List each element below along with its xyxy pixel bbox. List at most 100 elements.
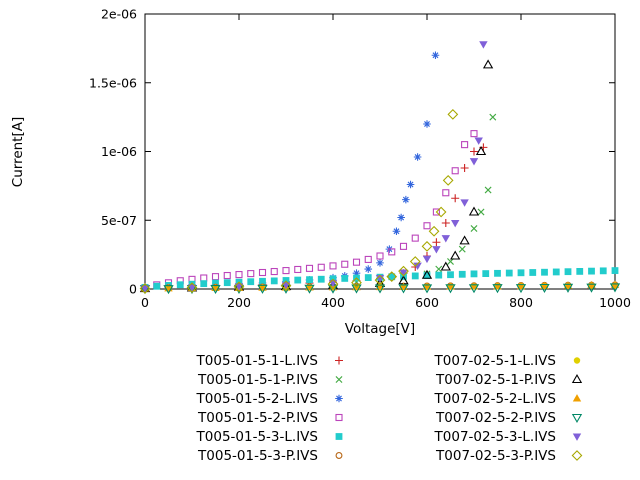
marker-triangle-down-filled <box>399 269 408 277</box>
legend-label: T005-01-5-3-P.IVS <box>197 448 318 464</box>
y-axis-label: Current[A] <box>10 117 26 187</box>
y-tick-label: 1.5e-06 <box>89 75 137 90</box>
x-tick-label: 800 <box>509 295 533 310</box>
marker-square-filled <box>599 267 607 275</box>
marker-square-filled <box>458 270 466 278</box>
legend-label: T005-01-5-3-L.IVS <box>196 429 318 445</box>
marker-square-filled <box>335 433 343 440</box>
marker-square-open <box>335 413 343 422</box>
marker-square-filled <box>411 272 419 280</box>
marker-triangle-up-open <box>571 373 583 384</box>
x-tick-label: 600 <box>415 295 439 310</box>
marker-triangle-down-filled <box>451 220 460 228</box>
series-T005-01-5-2-P.IVS <box>141 130 478 292</box>
legend-item: T005-01-5-3-P.IVS <box>197 448 343 464</box>
marker-triangle-down-open <box>421 284 433 294</box>
marker-asterisk <box>397 213 405 222</box>
legend-label: T005-01-5-1-P.IVS <box>197 372 318 388</box>
marker-triangle-down-filled <box>572 433 582 441</box>
x-tick-label: 200 <box>227 295 251 310</box>
marker-square-filled <box>517 269 525 277</box>
marker-cross <box>484 186 492 194</box>
marker-triangle-down-open <box>351 284 362 294</box>
marker-asterisk <box>406 180 415 189</box>
marker-triangle-down-filled <box>422 255 432 264</box>
legend-item: T005-01-5-1-L.IVS <box>196 353 343 369</box>
marker-triangle-down-filled <box>479 41 488 49</box>
marker-triangle-down-open <box>492 284 503 294</box>
marker-triangle-down-filled <box>140 285 150 293</box>
marker-diamond-open <box>386 271 398 283</box>
marker-plus <box>460 164 469 172</box>
series-T007-02-5-3-P.IVS <box>139 108 459 294</box>
marker-triangle-down-filled <box>474 137 483 145</box>
marker-triangle-down-filled <box>187 284 197 292</box>
series-T007-02-5-3-L.IVS <box>140 41 488 293</box>
marker-square-open <box>423 222 431 230</box>
marker-square-open <box>442 189 450 197</box>
marker-square-open <box>399 242 408 250</box>
marker-square-filled <box>482 270 490 277</box>
marker-square-open <box>235 271 243 279</box>
marker-triangle-down-open <box>609 283 621 293</box>
marker-square-filled <box>552 268 560 276</box>
marker-triangle-down-filled <box>432 246 441 254</box>
marker-asterisk <box>352 269 361 277</box>
marker-diamond-open <box>351 277 362 289</box>
marker-square-filled <box>470 270 478 278</box>
series-T007-02-5-1-P.IVS <box>139 59 494 293</box>
marker-square-filled <box>341 275 349 282</box>
marker-circle-open <box>335 452 343 459</box>
marker-triangle-up-open <box>421 269 433 279</box>
legend-item: T007-02-5-3-P.IVS <box>435 448 583 464</box>
marker-triangle-down-open <box>539 283 550 294</box>
marker-square-filled <box>435 271 443 279</box>
marker-triangle-up-open <box>440 261 451 271</box>
marker-asterisk <box>402 195 410 204</box>
marker-square-open <box>258 268 267 277</box>
marker-asterisk <box>376 259 384 267</box>
marker-triangle-down-open <box>445 284 456 294</box>
marker-square-filled <box>388 273 396 281</box>
marker-square-filled <box>176 281 184 289</box>
legend-label: T005-01-5-1-L.IVS <box>196 353 318 369</box>
marker-diamond-open <box>421 240 433 252</box>
marker-square-open <box>317 263 325 271</box>
marker-asterisk <box>413 153 422 161</box>
marker-square-filled <box>447 271 454 279</box>
marker-square-open <box>451 167 459 175</box>
y-tick-label: 1e-06 <box>101 144 137 159</box>
marker-square-filled <box>611 267 619 274</box>
marker-plus <box>335 356 343 365</box>
marker-square-filled <box>247 278 255 286</box>
marker-square-open <box>247 270 255 278</box>
marker-square-filled <box>200 280 208 288</box>
marker-triangle-down-open <box>398 284 409 294</box>
data-points <box>139 41 621 295</box>
marker-square-filled <box>153 282 161 290</box>
legend-item: T007-02-5-3-L.IVS <box>434 429 582 445</box>
legend-item: T007-02-5-2-P.IVS <box>435 410 583 426</box>
marker-square-filled <box>294 276 302 284</box>
marker-square-open <box>352 258 361 266</box>
marker-triangle-down-filled <box>441 235 450 243</box>
marker-circle-filled <box>573 357 581 364</box>
series-T005-01-5-2-L.IVS <box>141 51 440 292</box>
marker-triangle-up-filled <box>563 281 573 289</box>
marker-square-open <box>461 141 469 149</box>
marker-square-open <box>294 265 302 274</box>
marker-cross <box>489 113 497 121</box>
marker-diamond-open <box>233 281 245 293</box>
marker-square-open <box>270 267 278 276</box>
marker-asterisk <box>423 120 431 128</box>
marker-triangle-up-open <box>482 59 494 69</box>
marker-diamond-open <box>139 283 151 294</box>
marker-square-open <box>223 271 231 280</box>
x-tick-label: 1000 <box>599 295 631 310</box>
legend-label: T007-02-5-2-P.IVS <box>435 410 556 426</box>
marker-triangle-down-filled <box>413 262 422 271</box>
marker-square-open <box>364 255 372 263</box>
marker-square-filled <box>494 269 501 277</box>
marker-diamond-open <box>186 282 198 294</box>
marker-cross <box>335 376 343 383</box>
